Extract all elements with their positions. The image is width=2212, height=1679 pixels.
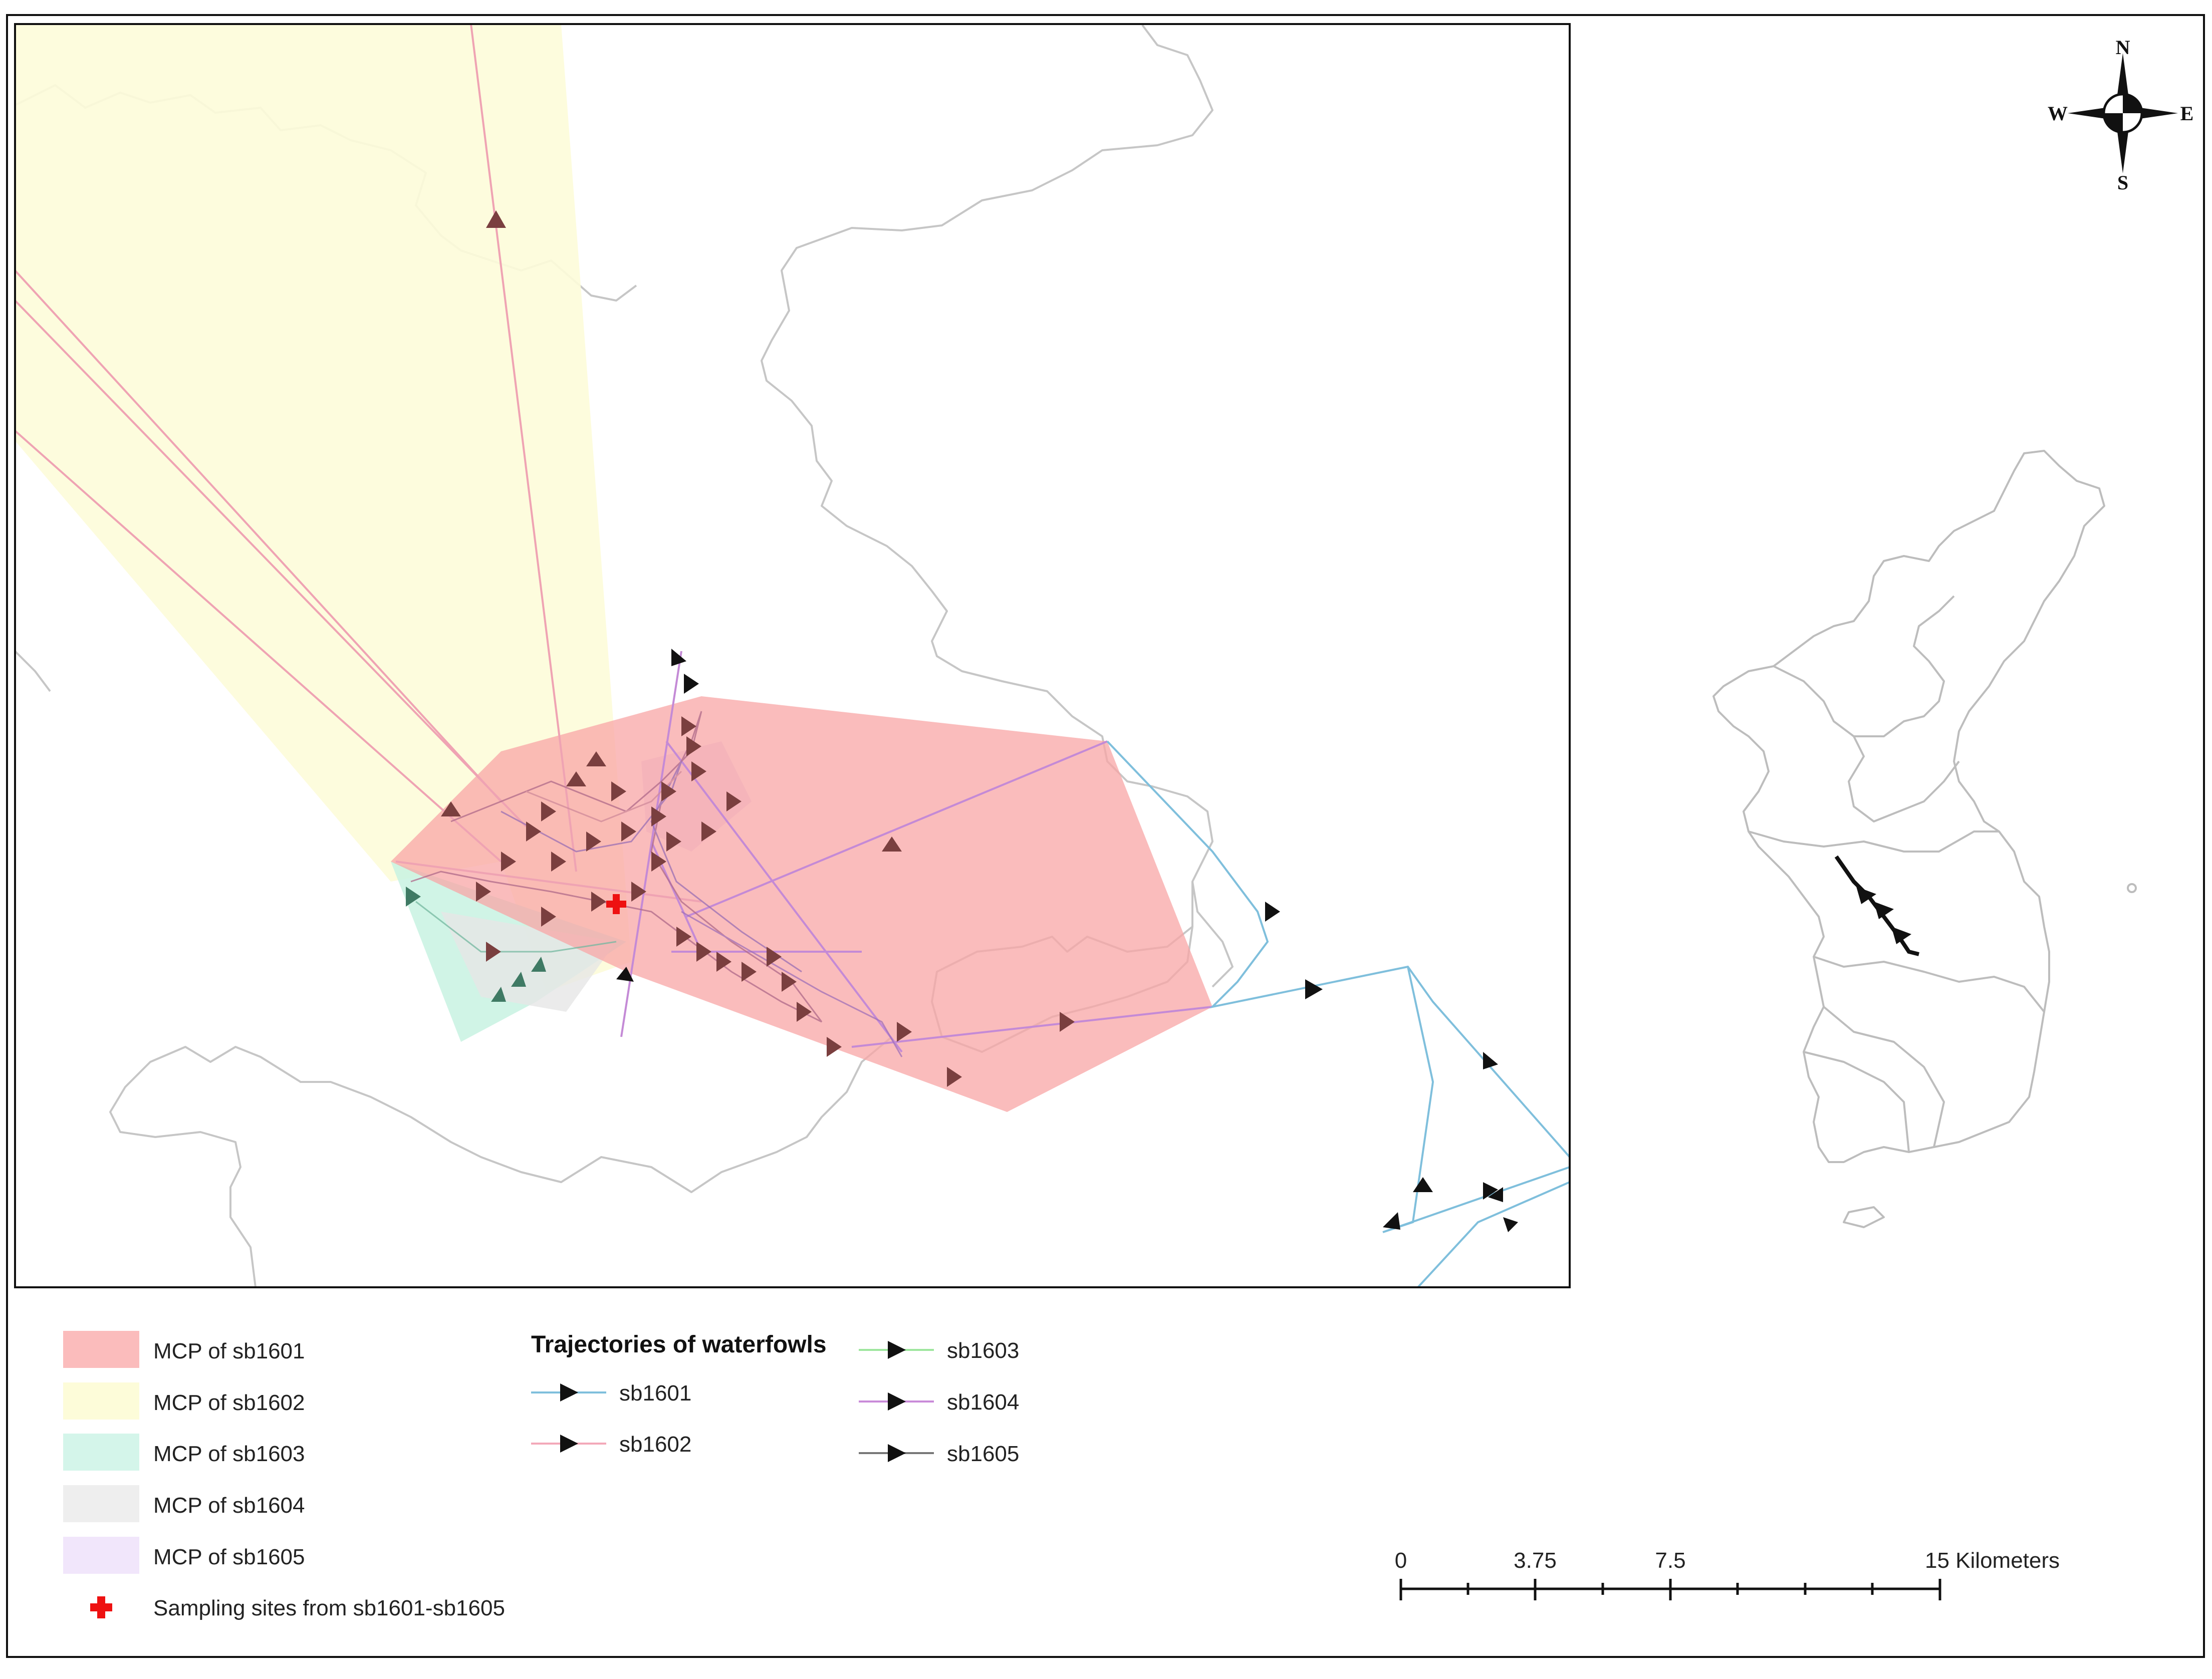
legend-swatch-mcp-sb1603 bbox=[63, 1434, 139, 1471]
scale-label-3-75: 3.75 bbox=[1514, 1548, 1557, 1573]
arrows-sb1603 bbox=[406, 887, 546, 1002]
legend-trajectory-sb1605: sb1605 bbox=[859, 1442, 1019, 1466]
inset-map-korea bbox=[1712, 450, 2137, 1228]
arrow-icon bbox=[560, 1383, 578, 1402]
scale-label-15-kilometers: 15 Kilometers bbox=[1925, 1548, 2060, 1573]
dense-tracks bbox=[410, 711, 903, 1057]
compass-n: N bbox=[2116, 36, 2130, 59]
black-arrows bbox=[616, 649, 1518, 1232]
mcp-sb1602 bbox=[15, 24, 631, 992]
legend-label-sb1601: sb1601 bbox=[619, 1381, 691, 1406]
inset-track bbox=[1834, 855, 1919, 956]
arrow-icon bbox=[888, 1341, 906, 1359]
compass-s: S bbox=[2117, 171, 2128, 194]
legend-trajectory-sb1603: sb1603 bbox=[859, 1338, 1019, 1363]
sampling-site-marker bbox=[606, 894, 626, 914]
legend-trajectories-title: Trajectories of waterfowls bbox=[531, 1331, 827, 1358]
legend-label-sb1605: sb1605 bbox=[947, 1442, 1019, 1466]
scale-label-0: 0 bbox=[1395, 1548, 1407, 1573]
legend-swatch-mcp-sb1604 bbox=[63, 1485, 139, 1522]
legend-label-mcp-sb1605: MCP of sb1605 bbox=[153, 1545, 305, 1569]
legend-mcp-items: MCP of sb1601 MCP of sb1602 MCP of sb160… bbox=[63, 1331, 305, 1574]
legend-swatch-mcp-sb1602 bbox=[63, 1382, 139, 1420]
legend-label-sampling: Sampling sites from sb1601-sb1605 bbox=[153, 1596, 505, 1620]
legend-label-sb1604: sb1604 bbox=[947, 1390, 1019, 1415]
scale-bar: 0 3.75 7.5 15 Kilometers bbox=[1395, 1548, 2060, 1600]
legend: MCP of sb1601 MCP of sb1602 MCP of sb160… bbox=[63, 1331, 1019, 1620]
compass-w: W bbox=[2048, 102, 2068, 125]
legend-label-mcp-sb1602: MCP of sb1602 bbox=[153, 1390, 305, 1415]
legend-swatch-mcp-sb1601 bbox=[63, 1331, 139, 1368]
legend-label-mcp-sb1601: MCP of sb1601 bbox=[153, 1339, 305, 1363]
trajectory-arrows bbox=[441, 210, 1075, 1087]
trajectory-sb1601 bbox=[1106, 740, 1570, 1287]
compass-e: E bbox=[2180, 102, 2194, 125]
north-arrow-compass: N S E W bbox=[2048, 36, 2193, 194]
scale-label-7-5: 7.5 bbox=[1655, 1548, 1685, 1573]
arrow-icon bbox=[560, 1435, 578, 1453]
legend-label-mcp-sb1604: MCP of sb1604 bbox=[153, 1493, 305, 1518]
arrow-icon bbox=[888, 1392, 906, 1411]
legend-label-mcp-sb1603: MCP of sb1603 bbox=[153, 1442, 305, 1466]
trajectory-sb1602 bbox=[15, 24, 702, 903]
legend-trajectory-sb1601: sb1601 bbox=[531, 1381, 691, 1406]
legend-label-sb1602: sb1602 bbox=[619, 1432, 691, 1457]
arrow-icon bbox=[888, 1444, 906, 1462]
outer-frame bbox=[6, 14, 2205, 1658]
legend-label-sb1603: sb1603 bbox=[947, 1338, 1019, 1363]
legend-trajectory-sb1604: sb1604 bbox=[859, 1390, 1019, 1415]
legend-sampling-site: Sampling sites from sb1601-sb1605 bbox=[90, 1596, 505, 1620]
map-frame bbox=[14, 23, 1571, 1288]
legend-sampling-icon bbox=[90, 1596, 112, 1618]
legend-swatch-mcp-sb1605 bbox=[63, 1537, 139, 1574]
main-map bbox=[15, 24, 1570, 1287]
legend-trajectory-sb1602: sb1602 bbox=[531, 1432, 691, 1457]
